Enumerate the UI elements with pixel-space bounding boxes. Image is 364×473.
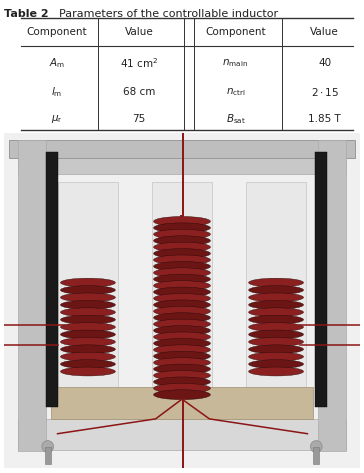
Ellipse shape <box>154 274 210 284</box>
Ellipse shape <box>154 223 210 233</box>
Ellipse shape <box>249 308 304 317</box>
Ellipse shape <box>154 345 210 355</box>
Ellipse shape <box>154 313 210 323</box>
Bar <box>318 140 346 452</box>
Ellipse shape <box>249 359 304 368</box>
Bar <box>315 152 327 407</box>
Ellipse shape <box>60 345 115 354</box>
Ellipse shape <box>60 352 115 361</box>
Text: Component: Component <box>27 27 87 37</box>
Ellipse shape <box>249 286 304 295</box>
Ellipse shape <box>154 280 210 290</box>
Text: $B_\mathrm{sat}$: $B_\mathrm{sat}$ <box>226 112 245 126</box>
Ellipse shape <box>60 367 115 376</box>
Bar <box>51 387 313 419</box>
Ellipse shape <box>154 332 210 342</box>
Bar <box>152 182 212 409</box>
Ellipse shape <box>154 249 210 258</box>
Ellipse shape <box>154 319 210 329</box>
Ellipse shape <box>249 315 304 324</box>
Ellipse shape <box>154 364 210 374</box>
Ellipse shape <box>249 323 304 332</box>
Ellipse shape <box>60 293 115 302</box>
Text: Parameters of the controllable inductor: Parameters of the controllable inductor <box>52 9 278 19</box>
Text: $\mu_\mathrm{r}$: $\mu_\mathrm{r}$ <box>51 113 63 125</box>
Ellipse shape <box>60 315 115 324</box>
Ellipse shape <box>154 390 210 400</box>
Ellipse shape <box>154 287 210 297</box>
Ellipse shape <box>249 278 304 287</box>
Text: $2 \cdot 15$: $2 \cdot 15$ <box>310 86 339 98</box>
Ellipse shape <box>154 358 210 368</box>
Ellipse shape <box>249 300 304 309</box>
Ellipse shape <box>154 338 210 348</box>
Bar <box>8 140 356 158</box>
Ellipse shape <box>154 236 210 245</box>
Ellipse shape <box>60 359 115 368</box>
Ellipse shape <box>249 352 304 361</box>
Ellipse shape <box>249 330 304 339</box>
Text: 41 cm$^2$: 41 cm$^2$ <box>120 56 158 70</box>
Ellipse shape <box>249 337 304 346</box>
Ellipse shape <box>154 242 210 252</box>
Text: 68 cm: 68 cm <box>123 88 155 97</box>
Text: Value: Value <box>125 27 154 37</box>
Ellipse shape <box>249 345 304 354</box>
Ellipse shape <box>154 377 210 387</box>
Ellipse shape <box>60 300 115 309</box>
Ellipse shape <box>154 268 210 278</box>
Circle shape <box>310 441 322 453</box>
Ellipse shape <box>154 262 210 272</box>
Text: Component: Component <box>205 27 266 37</box>
Text: 75: 75 <box>132 114 146 124</box>
Text: Value: Value <box>310 27 339 37</box>
Text: $l_\mathrm{m}$: $l_\mathrm{m}$ <box>51 85 63 99</box>
Ellipse shape <box>60 330 115 339</box>
Ellipse shape <box>154 383 210 393</box>
Ellipse shape <box>60 278 115 287</box>
Text: $A_\mathrm{m}$: $A_\mathrm{m}$ <box>49 56 65 70</box>
Text: Table 2: Table 2 <box>4 9 48 19</box>
Ellipse shape <box>60 286 115 295</box>
Ellipse shape <box>60 308 115 317</box>
Text: $n_\mathrm{main}$: $n_\mathrm{main}$ <box>222 57 249 69</box>
Bar <box>18 144 346 174</box>
Ellipse shape <box>154 217 210 227</box>
Ellipse shape <box>60 323 115 332</box>
Bar <box>18 140 46 452</box>
Text: 40: 40 <box>318 58 331 68</box>
Ellipse shape <box>154 255 210 265</box>
Bar <box>313 447 319 464</box>
Text: $n_\mathrm{ctrl}$: $n_\mathrm{ctrl}$ <box>226 87 245 98</box>
Bar <box>246 182 306 409</box>
Ellipse shape <box>154 229 210 239</box>
Ellipse shape <box>249 293 304 302</box>
Ellipse shape <box>60 337 115 346</box>
Ellipse shape <box>154 325 210 335</box>
Bar <box>18 419 346 450</box>
Ellipse shape <box>249 367 304 376</box>
Ellipse shape <box>154 300 210 310</box>
Bar <box>45 447 51 464</box>
Circle shape <box>42 441 54 453</box>
Ellipse shape <box>154 370 210 380</box>
Ellipse shape <box>154 307 210 316</box>
Bar <box>46 152 58 407</box>
Text: 1.85 T: 1.85 T <box>308 114 341 124</box>
Bar <box>58 182 118 409</box>
Ellipse shape <box>154 351 210 361</box>
Ellipse shape <box>154 294 210 303</box>
